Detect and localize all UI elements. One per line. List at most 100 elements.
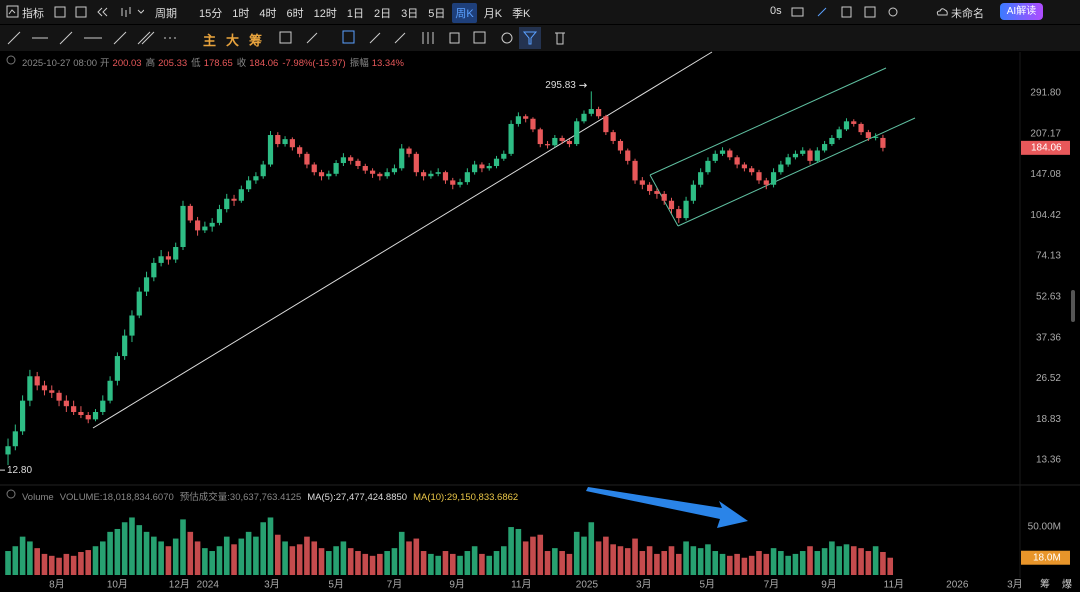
x-tick-label: 5月 [328,579,344,591]
layout-name[interactable]: 未命名 [951,8,984,20]
volume-bar [661,551,668,575]
volume-bar [27,541,33,575]
volume-bar [187,531,194,575]
candle-body [173,247,179,260]
candle-body [778,164,784,173]
tool-button[interactable]: 筹 [249,33,263,48]
volume-legend-item: MA(5):27,477,424.8850 [307,492,408,503]
interval-button[interactable]: 6时 [286,8,304,20]
candle-body [537,129,543,145]
candle-body [114,356,120,381]
volume-bar [646,546,653,575]
candle-body [428,173,434,177]
candle-body [501,153,507,159]
volume-bar [471,546,478,575]
volume-bar [172,538,179,575]
volume-bar [398,531,405,575]
interval-button[interactable]: 季K [512,8,531,20]
x-tick-label: 8月 [49,579,65,591]
candle-body [49,390,55,393]
candle-body [530,118,536,130]
toolbar-icons [54,6,144,18]
candle-body [647,184,653,192]
more-tools [279,27,565,49]
indicator-button[interactable]: 指标 [22,8,44,20]
candle-body [340,157,347,164]
candle-body [690,184,696,201]
candle-body [231,198,237,201]
candle-body [851,121,857,124]
volume-bar [654,553,660,575]
price-tag-label: 184.06 [1031,142,1062,153]
candle-body [719,150,726,154]
volume-bar [683,541,689,575]
candle-body [289,139,295,148]
interval-button[interactable]: 15分 [199,8,223,20]
candle-body [829,137,835,145]
volume-bar [880,551,886,575]
interval-button[interactable]: 月K [483,8,503,20]
candle-body [552,137,558,146]
right-icons [791,6,898,18]
tool-button[interactable]: 大 [226,33,240,48]
candle-body [391,168,398,173]
volume-bar [260,522,267,575]
volume-bar [136,525,143,575]
candle-body [56,392,62,401]
candle-body [71,406,77,412]
candle-body [136,291,142,316]
tool-button[interactable]: 主 [203,33,217,48]
candle-body [63,400,69,407]
interval-button[interactable]: 3日 [401,8,419,20]
volume-legend-item: 预估成交量:30,637,763.4125 [179,492,302,503]
period-button[interactable]: 周期 [155,8,177,20]
candle-body [165,256,172,260]
candle-body [143,277,150,292]
volume-bar [180,519,186,575]
candle-body [836,129,842,138]
volume-bar [675,553,682,575]
y-tick-label: 74.13 [1036,251,1061,262]
x-tick-label: 7月 [387,579,403,591]
candle-body [873,136,879,138]
interval-button[interactable]: 周K [452,3,477,23]
interval-button[interactable]: 1时 [232,8,250,20]
candle-body [822,144,828,151]
volume-bar [748,555,755,575]
x-tick-label: 3月 [636,579,652,591]
candle-body [712,153,718,161]
volume-bar [595,541,602,575]
interval-button[interactable]: 2日 [374,8,392,20]
candle-body [698,172,704,185]
volume-bar [318,548,325,575]
x-tick-label: 12月 [169,579,190,591]
legend-label: 高 [145,58,156,69]
interval-button[interactable]: 12时 [313,8,337,20]
x-tick-label: 10月 [107,579,128,591]
candle-body [617,140,624,151]
candle-body [34,376,40,386]
ai-button[interactable]: AI解读 [1000,3,1043,20]
x-tick-label: 11月 [511,579,531,591]
volume-bar [690,546,697,575]
volume-bar [78,551,84,575]
volume-bar [304,536,310,575]
candle-body [260,164,266,177]
volume-bar [807,546,813,575]
candle-body [479,164,485,169]
candle-body [450,180,456,185]
candle-body [683,200,689,219]
volume-bar [712,551,719,575]
legend-toggle [6,55,16,65]
volume-tag-label: 18.0M [1033,552,1061,563]
volume-bar [785,555,791,575]
interval-button[interactable]: 4时 [259,8,277,20]
candle-body [282,139,288,145]
volume-bar [326,551,332,575]
volume-legend-item: MA(10):29,150,833.6862 [413,492,519,503]
corner-button: 筹 [1040,578,1050,591]
interval-button[interactable]: 1日 [346,8,364,20]
candle-body [493,158,500,167]
candle-body [858,123,864,133]
interval-button[interactable]: 5日 [428,8,446,20]
